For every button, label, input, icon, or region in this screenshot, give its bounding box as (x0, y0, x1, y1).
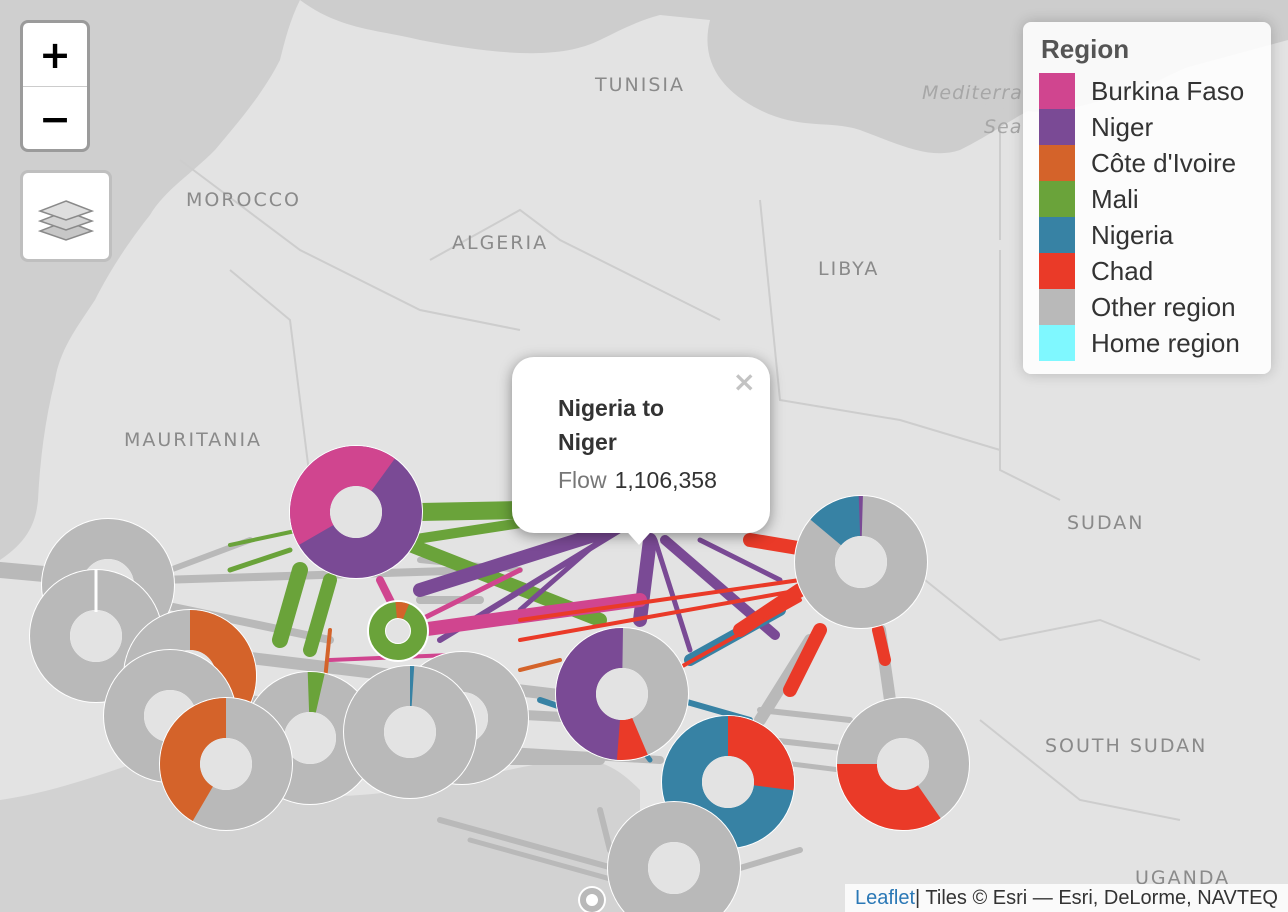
popup-close-button[interactable]: × (732, 365, 756, 398)
label-uganda: UGANDA (1135, 867, 1231, 889)
legend: Region Burkina Faso Niger Côte d'Ivoire Mal… (1023, 22, 1271, 374)
legend-item: Chad (1039, 253, 1255, 289)
flow-popup: × Nigeria to Niger Flow 1,106,358 (512, 357, 770, 533)
label-mauritania: MAURITANIA (124, 429, 263, 451)
popup-tip (621, 525, 657, 545)
leaflet-link[interactable]: Leaflet (854, 886, 916, 909)
legend-item: Nigeria (1039, 217, 1255, 253)
legend-swatch (1039, 253, 1075, 289)
zoom-out-button[interactable]: − (23, 86, 87, 149)
node-mali-small (367, 600, 429, 662)
legend-label: Côte d'Ivoire (1091, 147, 1237, 178)
legend-swatch (1039, 289, 1075, 325)
label-sea: Sea (984, 116, 1023, 138)
layers-icon (38, 200, 94, 241)
label-tunisia: TUNISIA (595, 74, 685, 96)
legend-item: Mali (1039, 181, 1255, 217)
legend-title: Region (1041, 34, 1130, 64)
node-chad-south (836, 697, 970, 831)
zoom-in-button[interactable]: + (39, 32, 71, 77)
node-chad-north (794, 495, 928, 629)
node-burkina-faso (289, 445, 423, 579)
popup-flow-key: Flow (558, 467, 607, 493)
legend-label: Nigeria (1091, 219, 1174, 250)
layers-control-button[interactable] (20, 170, 112, 262)
legend-label: Chad (1091, 255, 1154, 286)
node-togo (343, 665, 477, 799)
legend-swatch (1039, 181, 1075, 217)
attribution-text: | Tiles © Esri — Esri, DeLorme, NAVTEQ (915, 886, 1278, 909)
legend-item: Other region (1039, 289, 1255, 325)
label-mediterranean: Mediterra (922, 82, 1023, 104)
legend-label: Other region (1091, 291, 1236, 322)
node-cameroon (607, 801, 741, 912)
legend-swatch (1039, 145, 1075, 181)
popup-title: Nigeria to Niger (558, 395, 665, 455)
label-sudan: SUDAN (1067, 512, 1145, 534)
legend-swatch (1039, 109, 1075, 145)
node-niger (555, 627, 689, 761)
legend-label: Burkina Faso (1091, 75, 1245, 106)
popup-flow: Flow 1,106,358 (558, 467, 717, 494)
zoom-control: + − (20, 20, 90, 152)
legend-item: Niger (1039, 109, 1255, 145)
legend-swatch (1039, 73, 1075, 109)
legend-label: Home region (1091, 327, 1240, 358)
legend-swatch (1039, 325, 1075, 361)
node-ivory-coast (159, 697, 293, 831)
legend-label: Niger (1091, 111, 1154, 142)
legend-item: Home region (1039, 325, 1255, 361)
node-small-bottom (578, 886, 606, 912)
legend-item: Burkina Faso (1039, 73, 1255, 109)
label-morocco: MOROCCO (186, 189, 301, 211)
attribution: Leaflet | Tiles © Esri — Esri, DeLorme, … (844, 884, 1288, 912)
legend-swatch (1039, 217, 1075, 253)
legend-item: Côte d'Ivoire (1039, 145, 1255, 181)
label-south-sudan: SOUTH SUDAN (1045, 735, 1208, 757)
legend-label: Mali (1091, 183, 1139, 214)
label-libya: LIBYA (818, 258, 880, 280)
popup-flow-value: 1,106,358 (614, 467, 717, 493)
label-algeria: ALGERIA (452, 232, 549, 254)
